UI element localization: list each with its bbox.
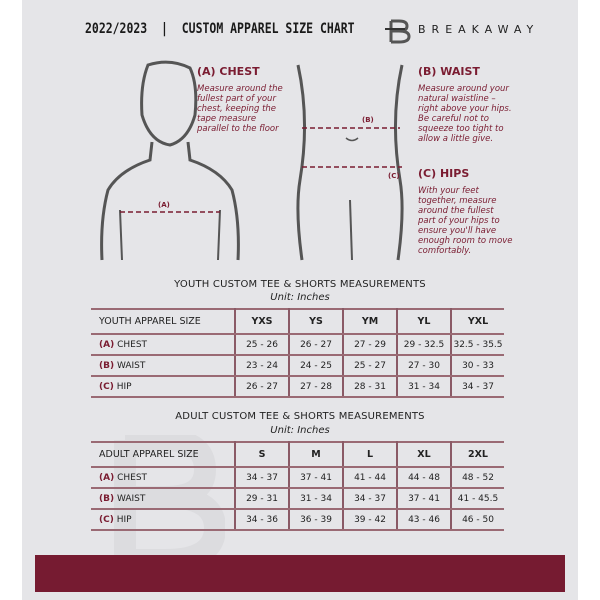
cell: 44 - 48: [396, 467, 452, 489]
header-cell: YS: [288, 308, 344, 335]
header-cell: XL: [396, 441, 452, 468]
row-label: CHEST: [117, 472, 148, 483]
row-label: CHEST: [117, 339, 148, 350]
cell: 41 - 45.5: [450, 488, 504, 510]
youth-section-title: YOUTH CUSTOM TEE & SHORTS MEASUREMENTS: [174, 279, 426, 290]
waist-instructions: Measure around your natural waistline – …: [418, 84, 512, 144]
row-label: HIP: [116, 514, 132, 525]
adult-size-table: ADULT APPAREL SIZE S M L XL 2XL (A) CHEST 34 -…: [91, 441, 504, 531]
row-code: (A): [99, 472, 115, 483]
table-row: (B) WAIST 29 - 31 31 - 34 34 - 37 37 - 41 41 …: [91, 488, 504, 510]
cell: 32.5 - 35.5: [450, 334, 504, 356]
cell: 26 - 27: [234, 376, 290, 398]
row-code: (B): [99, 360, 115, 371]
cell: 43 - 46: [396, 509, 452, 531]
cell: 29 - 31: [234, 488, 290, 510]
cell: 24 - 25: [288, 355, 344, 377]
table-header-row: YOUTH APPAREL SIZE YXS YS YM YL YXL: [91, 308, 504, 335]
row-label: WAIST: [116, 493, 146, 504]
row-code: (C): [99, 381, 114, 392]
header-cell: YXS: [234, 308, 290, 335]
youth-size-table: YOUTH APPAREL SIZE YXS YS YM YL YXL (A) CHEST…: [91, 308, 504, 398]
cell: 27 - 30: [396, 355, 452, 377]
footer-bar: [35, 555, 565, 592]
row-label: HIP: [116, 381, 132, 392]
brand-name: BREAKAWAY: [418, 23, 540, 36]
hips-instructions: With your feet together, measure around …: [418, 186, 513, 256]
adult-section-title: ADULT CUSTOM TEE & SHORTS MEASUREMENTS: [175, 411, 425, 422]
cell: 31 - 34: [288, 488, 344, 510]
header-cell: YXL: [450, 308, 504, 335]
table-row: (A) CHEST 25 - 26 26 - 27 27 - 29 29 - 32.5 3…: [91, 334, 504, 356]
table-row: (A) CHEST 34 - 37 37 - 41 41 - 44 44 - 48 48 …: [91, 467, 504, 489]
youth-unit: Unit: Inches: [270, 292, 330, 303]
header-cell: L: [342, 441, 398, 468]
cell: 29 - 32.5: [396, 334, 452, 356]
cell: 27 - 29: [342, 334, 398, 356]
marker-b: (B): [362, 116, 374, 124]
cell: 46 - 50: [450, 509, 504, 531]
table-row: (B) WAIST 23 - 24 24 - 25 25 - 27 27 - 30 30 …: [91, 355, 504, 377]
cell: 37 - 41: [288, 467, 344, 489]
cell: 30 - 33: [450, 355, 504, 377]
cell: 25 - 27: [342, 355, 398, 377]
chest-instructions: Measure around the fullest part of your …: [197, 84, 283, 134]
header-cell: YL: [396, 308, 452, 335]
chest-heading: (A) CHEST: [197, 65, 260, 78]
waist-heading: (B) WAIST: [418, 65, 480, 78]
cell: 31 - 34: [396, 376, 452, 398]
row-code: (A): [99, 339, 115, 350]
header-cell: M: [288, 441, 344, 468]
cell: 26 - 27: [288, 334, 344, 356]
header-cell: S: [234, 441, 290, 468]
row-label: WAIST: [116, 360, 146, 371]
chest-figure-illustration: (A): [100, 60, 240, 261]
cell: 34 - 37: [450, 376, 504, 398]
brand-logo-icon: [385, 19, 411, 44]
cell: 48 - 52: [450, 467, 504, 489]
row-code: (B): [99, 493, 115, 504]
cell: 27 - 28: [288, 376, 344, 398]
cell: 34 - 37: [342, 488, 398, 510]
cell: 25 - 26: [234, 334, 290, 356]
marker-c: (C): [388, 172, 400, 180]
table-row: (C) HIP 26 - 27 27 - 28 28 - 31 31 - 34 34 - …: [91, 376, 504, 398]
row-code: (C): [99, 514, 114, 525]
cell: 34 - 36: [234, 509, 290, 531]
table-row: (C) HIP 34 - 36 36 - 39 39 - 42 43 - 46 46 - …: [91, 509, 504, 531]
cell: 37 - 41: [396, 488, 452, 510]
header-cell: YOUTH APPAREL SIZE: [91, 308, 236, 335]
table-header-row: ADULT APPAREL SIZE S M L XL 2XL: [91, 441, 504, 468]
header-cell: YM: [342, 308, 398, 335]
header-cell: 2XL: [450, 441, 504, 468]
marker-a: (A): [158, 201, 170, 209]
cell: 39 - 42: [342, 509, 398, 531]
hips-heading: (C) HIPS: [418, 167, 470, 180]
cell: 41 - 44: [342, 467, 398, 489]
page-title: 2022/2023 | CUSTOM APPAREL SIZE CHART: [85, 21, 355, 37]
cell: 28 - 31: [342, 376, 398, 398]
adult-unit: Unit: Inches: [270, 425, 330, 436]
cell: 36 - 39: [288, 509, 344, 531]
cell: 23 - 24: [234, 355, 290, 377]
cell: 34 - 37: [234, 467, 290, 489]
header-cell: ADULT APPAREL SIZE: [91, 441, 236, 468]
torso-figure-illustration: (B) (C): [296, 64, 404, 261]
